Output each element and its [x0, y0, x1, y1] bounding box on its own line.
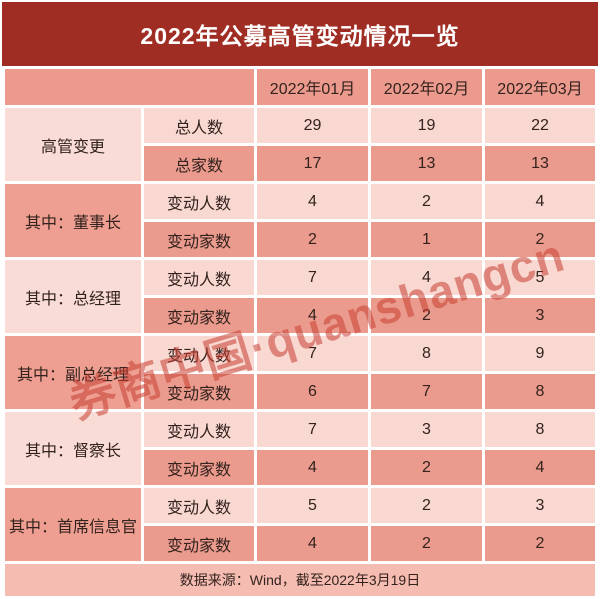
group-label-executive-change: 高管变更 — [5, 108, 141, 181]
value-cell: 4 — [257, 184, 368, 219]
value-cell: 2 — [371, 526, 482, 561]
table-row: 变动家数 4 2 2 — [5, 526, 595, 561]
table-header-row: 2022年01月 2022年02月 2022年03月 — [5, 69, 595, 105]
table-row: 总家数 17 13 13 — [5, 146, 595, 181]
value-cell: 4 — [257, 450, 368, 485]
value-cell: 2 — [371, 184, 482, 219]
value-cell: 8 — [485, 374, 595, 409]
table-row: 变动家数 2 1 2 — [5, 222, 595, 257]
value-cell: 2 — [485, 526, 595, 561]
metric-label: 变动人数 — [144, 184, 254, 219]
table-row: 变动家数 4 2 4 — [5, 450, 595, 485]
column-header-month3: 2022年03月 — [485, 69, 595, 105]
table-row: 其中：副总经理 变动人数 7 8 9 — [5, 336, 595, 409]
column-header-month2: 2022年02月 — [371, 69, 482, 105]
value-cell: 13 — [485, 146, 595, 181]
group-label-chief-supervisor: 其中：督察长 — [5, 412, 141, 485]
table-row: 其中：董事长 变动人数 4 2 4 — [5, 184, 595, 257]
value-cell: 8 — [371, 336, 482, 371]
table-row: 变动家数 6 7 8 — [5, 374, 595, 409]
table-row: 变动家数 4 2 3 — [5, 298, 595, 333]
value-cell: 4 — [257, 526, 368, 561]
group-label-general-manager: 其中：总经理 — [5, 260, 141, 333]
value-cell: 13 — [371, 146, 482, 181]
metric-label: 变动家数 — [144, 526, 254, 561]
table-footer-row: 数据来源：Wind，截至2022年3月19日 — [5, 564, 595, 596]
table-row: 其中：督察长 变动人数 7 3 8 — [5, 412, 595, 485]
value-cell: 5 — [257, 488, 368, 523]
group-label-chairman: 其中：董事长 — [5, 184, 141, 257]
header-blank-cell — [5, 69, 254, 105]
page-title: 2022年公募高管变动情况一览 — [2, 2, 598, 66]
value-cell: 7 — [257, 336, 368, 371]
metric-label: 变动人数 — [144, 260, 254, 295]
value-cell: 7 — [257, 260, 368, 295]
value-cell: 22 — [485, 108, 595, 143]
value-cell: 1 — [371, 222, 482, 257]
group-label-chief-information-officer: 其中：首席信息官 — [5, 488, 141, 561]
value-cell: 2 — [371, 450, 482, 485]
table-row: 其中：总经理 变动人数 7 4 5 — [5, 260, 595, 333]
executive-changes-table: 2022年01月 2022年02月 2022年03月 高管变更 总人数 29 1… — [2, 66, 598, 599]
metric-label: 变动家数 — [144, 374, 254, 409]
value-cell: 17 — [257, 146, 368, 181]
value-cell: 3 — [485, 488, 595, 523]
value-cell: 7 — [371, 374, 482, 409]
metric-label: 变动人数 — [144, 412, 254, 447]
metric-label: 变动人数 — [144, 336, 254, 371]
metric-label: 总家数 — [144, 146, 254, 181]
metric-label: 变动家数 — [144, 222, 254, 257]
value-cell: 5 — [485, 260, 595, 295]
value-cell: 4 — [371, 260, 482, 295]
value-cell: 8 — [485, 412, 595, 447]
metric-label: 变动家数 — [144, 450, 254, 485]
value-cell: 3 — [485, 298, 595, 333]
value-cell: 9 — [485, 336, 595, 371]
value-cell: 4 — [485, 450, 595, 485]
value-cell: 6 — [257, 374, 368, 409]
table-row: 高管变更 总人数 29 19 22 — [5, 108, 595, 181]
value-cell: 2 — [371, 298, 482, 333]
metric-label: 总人数 — [144, 108, 254, 143]
value-cell: 2 — [371, 488, 482, 523]
value-cell: 29 — [257, 108, 368, 143]
metric-label: 变动人数 — [144, 488, 254, 523]
value-cell: 4 — [257, 298, 368, 333]
group-label-deputy-general-manager: 其中：副总经理 — [5, 336, 141, 409]
value-cell: 3 — [371, 412, 482, 447]
value-cell: 2 — [257, 222, 368, 257]
metric-label: 变动家数 — [144, 298, 254, 333]
value-cell: 4 — [485, 184, 595, 219]
value-cell: 19 — [371, 108, 482, 143]
value-cell: 2 — [485, 222, 595, 257]
data-source-note: 数据来源：Wind，截至2022年3月19日 — [5, 564, 595, 596]
value-cell: 7 — [257, 412, 368, 447]
column-header-month1: 2022年01月 — [257, 69, 368, 105]
table-row: 其中：首席信息官 变动人数 5 2 3 — [5, 488, 595, 561]
